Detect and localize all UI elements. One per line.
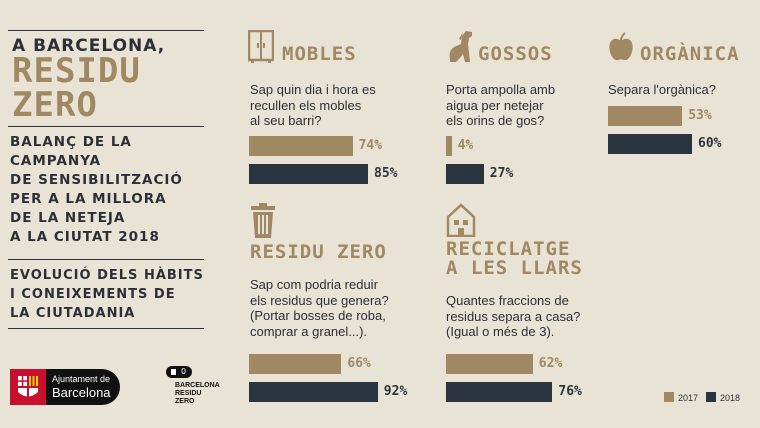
bar-2018 [249,382,378,402]
bar-value-label: 53% [688,108,712,123]
legend-label-2018: 2018 [720,393,741,403]
question-organica: Separa l'orgànica? [608,82,716,98]
house-icon [446,203,476,237]
title-reciclatge-line1: RECICLATGE [446,238,571,260]
title-residu-zero: RESIDU ZERO [250,241,387,263]
bar-2017 [608,106,683,126]
bar-value-label: 74% [358,138,383,153]
trash-bin-icon [251,203,275,238]
brz-logo: 0 BARCELONA RESIDU ZERO [166,366,226,410]
bar-2017 [446,354,533,374]
intro-title-residu: RESIDU [12,51,141,91]
question-line: aigua per netejar [446,97,544,113]
question-line: comprar a granel...). [250,323,368,339]
question-line: els orins de gos? [446,113,545,128]
rule-3 [8,259,204,260]
brz-line: ZERO [175,398,195,405]
question-line: Separa l'orgànica? [608,82,716,97]
subtitle-line: PER A LA MILLORA [10,191,167,207]
evolution-subtitle: EVOLUCIÓ DELS HÀBITS I CONEIXEMENTS DE L… [10,266,204,323]
title-reciclatge-line2: A LES LLARS [446,257,583,279]
question-line: recullen els mobles [250,97,362,113]
question-line: (Portar bosses de roba, [250,308,386,323]
question-line: Sap com podria reduir [250,277,378,292]
bar-2018 [249,164,368,184]
bar-value-label: 92% [383,384,408,399]
ajuntament-logo: Ajuntament de Barcelona [10,369,120,405]
campaign-subtitle: BALANÇ DE LA CAMPANYA DE SENSIBILITZACIÓ… [10,133,183,247]
bar-value-label: 85% [374,166,398,181]
question-line: Quantes fraccions de [446,293,569,308]
question-line: al seu barri? [250,113,322,128]
bar-value-label: 4% [457,138,474,153]
legend-swatch-2018 [706,392,716,402]
question-residu-zero: Sap com podria reduir els residus que ge… [250,277,389,339]
subtitle-line: DE SENSIBILITZACIÓ [10,172,183,188]
bar-2018 [446,382,553,402]
rule-2 [8,126,204,127]
evolution-line: EVOLUCIÓ DELS HÀBITS [10,268,204,283]
top-rule [8,30,204,31]
question-line: Porta ampolla amb [446,82,556,97]
subtitle-line: DE LA NETEJA [10,210,126,226]
legend-swatch-2017 [664,392,674,402]
brz-text: BARCELONA RESIDU ZERO [175,382,220,406]
brz-line: BARCELONA [175,382,220,389]
bar-2018 [446,164,484,184]
bar-2017 [249,136,353,156]
intro-line1: A BARCELONA, [12,36,166,56]
question-line: Sap quin dia i hora es [250,82,376,97]
question-line: residus separa a casa? [446,308,581,324]
wardrobe-icon [248,30,274,63]
subtitle-line: BALANÇ DE LA [10,134,132,150]
question-gossos: Porta ampolla amb aigua per netejar els … [446,82,555,129]
bar-value-label: 62% [538,356,563,371]
bar-value-label: 60% [698,136,722,151]
title-mobles: MOBLES [282,43,357,65]
bar-value-label: 27% [489,166,514,181]
ajuntament-text-2: Barcelona [52,385,111,400]
legend-label-2017: 2017 [678,393,699,403]
dog-icon [449,31,472,62]
ajuntament-shield-icon [10,369,46,405]
brz-badge-text: 0 [181,367,187,376]
apple-icon [609,32,633,61]
bar-value-label: 66% [347,356,371,371]
ajuntament-text-1: Ajuntament de [52,374,111,384]
brz-line: RESIDU [175,390,202,397]
brz-badge: 0 [166,366,192,378]
evolution-line: I CONEIXEMENTS DE [10,287,176,302]
title-reciclatge: RECICLATGE A LES LLARS [446,240,583,278]
trash-mini-icon [171,369,176,375]
bar-value-label: 76% [558,384,582,399]
bar-2018 [608,134,692,154]
question-line: (Igual o més de 3). [446,324,555,339]
bar-2017 [446,136,452,156]
question-reciclatge: Quantes fraccions de residus separa a ca… [446,293,580,340]
title-organica: ORGÀNICA [640,43,740,65]
question-line: els residus que genera? [250,292,389,308]
question-mobles: Sap quin dia i hora es recullen els mobl… [250,82,376,129]
subtitle-line: CAMPANYA [10,153,102,169]
intro-title-zero: ZERO [12,85,98,125]
title-gossos: GOSSOS [478,43,553,65]
rule-4 [8,328,204,329]
evolution-line: LA CIUTADANIA [10,306,136,321]
subtitle-line: A LA CIUTAT 2018 [10,229,160,245]
bar-2017 [249,354,342,374]
